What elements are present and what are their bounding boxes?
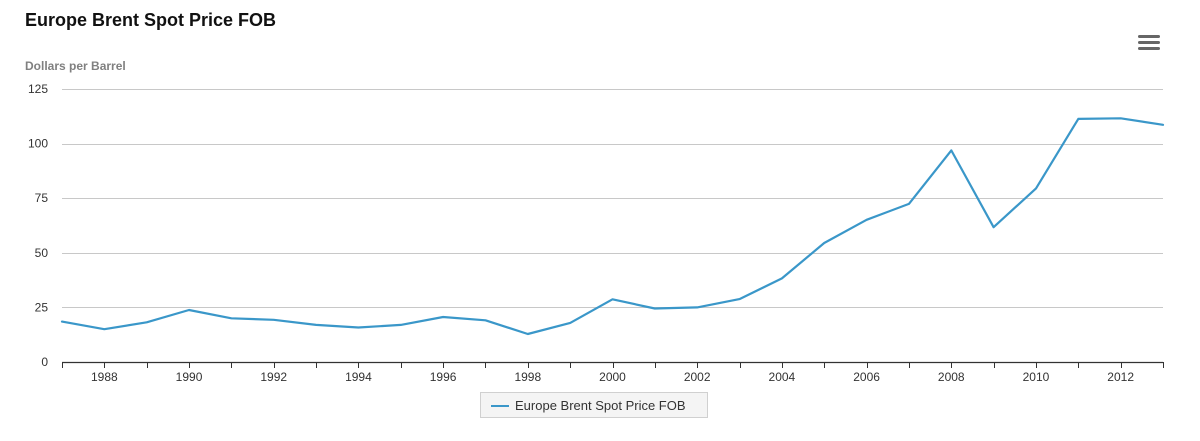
data-point[interactable] bbox=[609, 295, 617, 303]
x-tick-label: 2002 bbox=[684, 370, 711, 384]
y-tick-label: 50 bbox=[35, 246, 49, 260]
data-point[interactable] bbox=[143, 318, 151, 326]
legend-swatch bbox=[491, 405, 509, 407]
data-point[interactable] bbox=[778, 274, 786, 282]
data-point[interactable] bbox=[227, 314, 235, 322]
data-point[interactable] bbox=[820, 239, 828, 247]
data-point[interactable] bbox=[693, 303, 701, 311]
x-tick-label: 1990 bbox=[176, 370, 203, 384]
y-tick-label: 75 bbox=[35, 191, 49, 205]
data-point[interactable] bbox=[270, 316, 278, 324]
data-point[interactable] bbox=[185, 306, 193, 314]
data-point[interactable] bbox=[905, 200, 913, 208]
data-point[interactable] bbox=[863, 216, 871, 224]
data-point[interactable] bbox=[1074, 115, 1082, 123]
data-point[interactable] bbox=[1032, 184, 1040, 192]
data-point[interactable] bbox=[58, 318, 66, 326]
grid-lines bbox=[62, 89, 1163, 308]
x-tick-label: 1998 bbox=[514, 370, 541, 384]
data-point[interactable] bbox=[354, 324, 362, 332]
data-point[interactable] bbox=[439, 313, 447, 321]
data-point[interactable] bbox=[100, 325, 108, 333]
hamburger-menu-icon bbox=[1138, 35, 1160, 38]
x-axis: 1988 1990 1992 1994 1996 1998 2000 2002 2004 2006… bbox=[62, 361, 1164, 384]
data-point[interactable] bbox=[1117, 114, 1125, 122]
x-tick-label: 2006 bbox=[853, 370, 880, 384]
data-point[interactable] bbox=[482, 316, 490, 324]
chart-title: Europe Brent Spot Price FOB bbox=[25, 10, 277, 30]
data-point[interactable] bbox=[397, 321, 405, 329]
x-tick-label: 1992 bbox=[260, 370, 287, 384]
data-point[interactable] bbox=[947, 146, 955, 154]
y-tick-label: 0 bbox=[41, 355, 48, 369]
hamburger-menu-icon bbox=[1138, 41, 1160, 44]
x-tick-label: 1996 bbox=[430, 370, 457, 384]
y-tick-label: 100 bbox=[28, 137, 48, 151]
series-line[interactable] bbox=[60, 117, 1165, 336]
legend-label: Europe Brent Spot Price FOB bbox=[515, 398, 686, 413]
x-tick-label: 2000 bbox=[599, 370, 626, 384]
x-tick-label: 2004 bbox=[769, 370, 796, 384]
y-tick-label: 25 bbox=[35, 300, 49, 314]
data-point[interactable] bbox=[651, 305, 659, 313]
y-tick-label: 125 bbox=[28, 82, 48, 96]
x-tick-label: 1994 bbox=[345, 370, 372, 384]
x-tick-label: 2008 bbox=[938, 370, 965, 384]
hamburger-menu-icon bbox=[1138, 47, 1160, 50]
x-tick-label: 2010 bbox=[1023, 370, 1050, 384]
chart-menu-button[interactable] bbox=[1138, 33, 1160, 53]
legend-item[interactable]: Europe Brent Spot Price FOB bbox=[480, 392, 708, 418]
x-tick-label: 1988 bbox=[91, 370, 118, 384]
y-tick-labels: 0 25 50 75 100 125 bbox=[28, 82, 48, 369]
data-point[interactable] bbox=[524, 330, 532, 338]
x-tick-label: 2012 bbox=[1107, 370, 1134, 384]
data-point[interactable] bbox=[566, 319, 574, 327]
data-point[interactable] bbox=[312, 321, 320, 329]
data-point[interactable] bbox=[1159, 121, 1167, 129]
data-point[interactable] bbox=[990, 223, 998, 231]
y-axis-title: Dollars per Barrel bbox=[25, 59, 126, 73]
data-point[interactable] bbox=[736, 295, 744, 303]
series-layer bbox=[58, 114, 1167, 338]
